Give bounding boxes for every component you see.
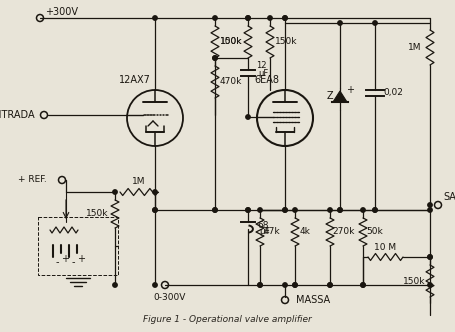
- Text: +300V: +300V: [46, 7, 79, 17]
- Text: 6EA8: 6EA8: [254, 75, 279, 85]
- Text: 150k: 150k: [220, 38, 242, 46]
- Circle shape: [428, 203, 432, 207]
- Circle shape: [213, 56, 217, 60]
- Circle shape: [361, 283, 365, 287]
- Circle shape: [293, 208, 297, 212]
- Text: + REF.: + REF.: [18, 176, 47, 185]
- Text: 4k: 4k: [299, 227, 310, 236]
- Circle shape: [328, 208, 332, 212]
- Circle shape: [328, 283, 332, 287]
- Circle shape: [283, 16, 287, 20]
- Text: 270k: 270k: [333, 227, 355, 236]
- Circle shape: [246, 115, 250, 119]
- Text: 12: 12: [256, 61, 266, 70]
- Text: ENTRADA: ENTRADA: [0, 110, 35, 120]
- Circle shape: [428, 283, 432, 287]
- Bar: [38, 217, 118, 275]
- Circle shape: [268, 16, 272, 20]
- Circle shape: [283, 208, 287, 212]
- Circle shape: [283, 208, 287, 212]
- Circle shape: [361, 208, 365, 212]
- Circle shape: [246, 16, 250, 20]
- Polygon shape: [333, 91, 347, 102]
- Circle shape: [373, 21, 377, 25]
- Text: μF: μF: [259, 227, 270, 236]
- Circle shape: [258, 208, 262, 212]
- Circle shape: [373, 208, 377, 212]
- Circle shape: [153, 208, 157, 212]
- Circle shape: [338, 21, 342, 25]
- Text: Figure 1 - Operational valve amplifier: Figure 1 - Operational valve amplifier: [142, 315, 311, 324]
- Text: 0,02: 0,02: [383, 89, 403, 98]
- Circle shape: [428, 255, 432, 259]
- Text: 150k: 150k: [403, 277, 425, 286]
- Text: +: +: [346, 85, 354, 95]
- Text: 68: 68: [257, 220, 269, 229]
- Circle shape: [153, 283, 157, 287]
- Text: 1M: 1M: [132, 178, 146, 187]
- Text: -: -: [71, 257, 75, 267]
- Text: Z: Z: [327, 91, 334, 101]
- Text: 47k: 47k: [264, 227, 280, 236]
- Circle shape: [428, 208, 432, 212]
- Text: μF: μF: [258, 69, 268, 78]
- Circle shape: [293, 283, 297, 287]
- Circle shape: [283, 16, 287, 20]
- Circle shape: [373, 208, 377, 212]
- Circle shape: [113, 283, 117, 287]
- Text: -: -: [55, 257, 59, 267]
- Text: 0-300V: 0-300V: [154, 292, 186, 301]
- Circle shape: [213, 208, 217, 212]
- Text: 150k: 150k: [86, 209, 108, 218]
- Circle shape: [246, 16, 250, 20]
- Circle shape: [293, 283, 297, 287]
- Text: 10 M: 10 M: [374, 242, 396, 252]
- Circle shape: [213, 16, 217, 20]
- Circle shape: [246, 208, 250, 212]
- Text: 1M: 1M: [408, 43, 422, 52]
- Circle shape: [338, 208, 342, 212]
- Circle shape: [338, 208, 342, 212]
- Circle shape: [113, 190, 117, 194]
- Circle shape: [328, 283, 332, 287]
- Text: 470k: 470k: [220, 77, 242, 87]
- Text: 12AX7: 12AX7: [119, 75, 151, 85]
- Circle shape: [258, 283, 262, 287]
- Text: 150k: 150k: [275, 38, 297, 46]
- Circle shape: [153, 16, 157, 20]
- Circle shape: [213, 56, 217, 60]
- Text: MASSA: MASSA: [296, 295, 330, 305]
- Circle shape: [153, 208, 157, 212]
- Text: +: +: [61, 254, 69, 264]
- Circle shape: [283, 283, 287, 287]
- Text: +: +: [77, 254, 85, 264]
- Circle shape: [213, 208, 217, 212]
- Circle shape: [428, 255, 432, 259]
- Circle shape: [258, 283, 262, 287]
- Text: 50k: 50k: [367, 227, 384, 236]
- Circle shape: [361, 283, 365, 287]
- Circle shape: [153, 190, 157, 194]
- Text: 100k: 100k: [220, 38, 242, 46]
- Circle shape: [246, 208, 250, 212]
- Text: SAÍDA: SAÍDA: [443, 192, 455, 202]
